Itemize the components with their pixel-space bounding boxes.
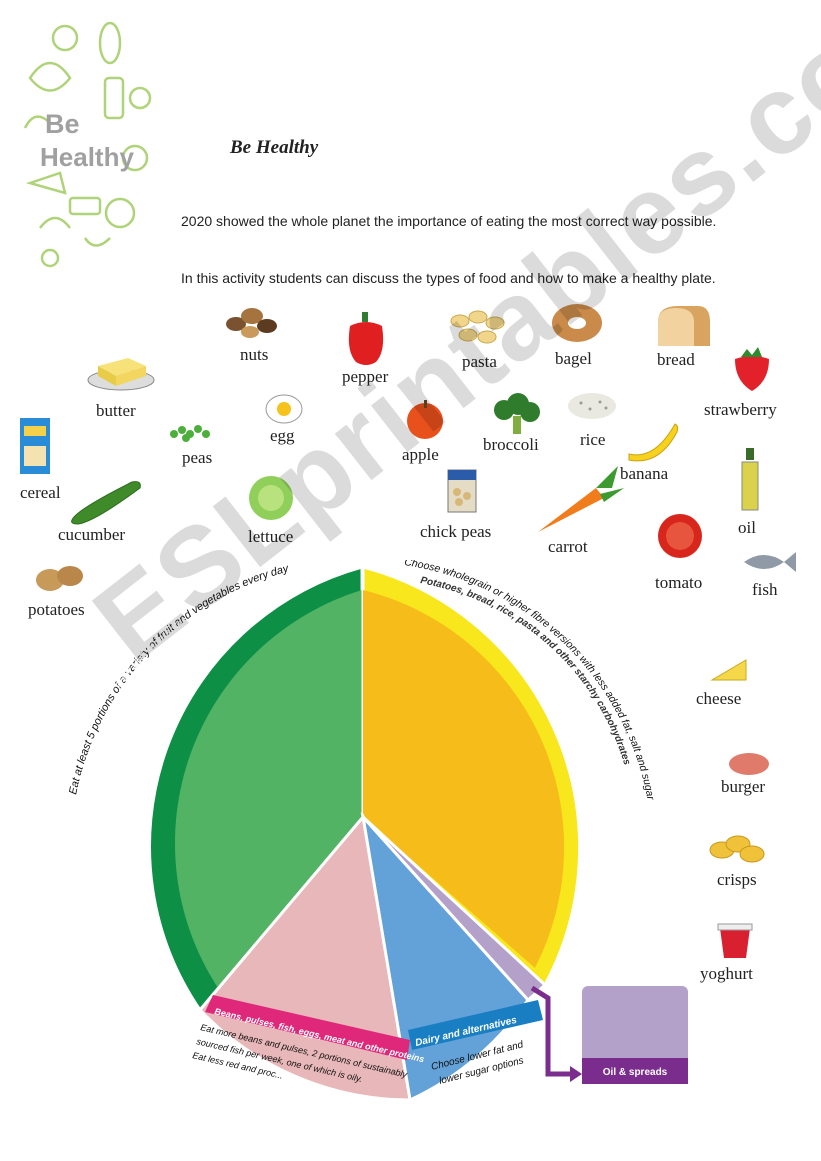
- label-oil: oil: [738, 518, 756, 537]
- label-peas: peas: [182, 448, 213, 467]
- oil-spreads-label: Oil & spreads: [603, 1067, 668, 1078]
- label-bagel: bagel: [555, 349, 592, 368]
- pepper-icon: [348, 312, 384, 365]
- rice-icon: [568, 393, 616, 419]
- label-egg: egg: [270, 426, 295, 445]
- carrot-icon: [538, 466, 624, 532]
- label-potatoes: potatoes: [28, 600, 85, 619]
- label-broccoli: broccoli: [483, 435, 539, 454]
- pasta-icon: [450, 310, 505, 344]
- label-burger: burger: [721, 777, 766, 796]
- logo-text-healthy: Healthy: [40, 142, 134, 172]
- label-fish: fish: [752, 580, 778, 599]
- label-carrot: carrot: [548, 537, 588, 556]
- oil-spreads-box: Oil & spreads: [582, 986, 688, 1084]
- eatwell-plate: Eat at least 5 portions of a variety of …: [67, 560, 657, 1103]
- label-yoghurt: yoghurt: [700, 964, 753, 983]
- bread-icon: [658, 306, 710, 346]
- label-crisps: crisps: [717, 870, 757, 889]
- potatoes-icon: [36, 566, 83, 591]
- butter-icon: [87, 358, 155, 391]
- page-title: Be Healthy: [230, 137, 319, 158]
- apple-icon: [407, 400, 443, 439]
- label-nuts: nuts: [240, 345, 269, 364]
- peas-icon: [170, 425, 210, 442]
- label-lettuce: lettuce: [248, 527, 294, 546]
- label-banana: banana: [620, 464, 669, 483]
- label-pasta: pasta: [462, 352, 497, 371]
- label-pepper: pepper: [342, 367, 389, 386]
- chick-peas-icon: [447, 469, 477, 513]
- intro-paragraph: 2020 showed the whole planet the importa…: [181, 213, 717, 229]
- label-cucumber: cucumber: [58, 525, 126, 544]
- starchy-section: [363, 590, 565, 968]
- bagel-icon: [552, 304, 602, 342]
- lettuce-icon: [249, 476, 293, 520]
- banana-icon: [628, 423, 679, 462]
- tomato-icon: [658, 514, 702, 558]
- crisps-icon: [709, 835, 765, 863]
- label-butter: butter: [96, 401, 136, 420]
- activity-paragraph: In this activity students can discuss th…: [181, 270, 716, 286]
- cereal-icon: [20, 418, 50, 474]
- svg-text:Fruit and vegetables: Fruit and vegetables: [113, 615, 190, 692]
- label-bread: bread: [657, 350, 695, 369]
- label-rice: rice: [580, 430, 606, 449]
- burger-icon: [729, 753, 769, 775]
- logo-text-be: Be: [45, 109, 80, 139]
- label-tomato: tomato: [655, 573, 703, 592]
- strawberry-icon: [735, 347, 769, 391]
- be-healthy-logo: Be Healthy: [23, 21, 152, 268]
- egg-icon: [265, 394, 303, 424]
- yoghurt-icon: [717, 923, 753, 958]
- fish-icon: [744, 552, 796, 572]
- fruit-veg-section: [174, 590, 363, 988]
- cucumber-icon: [71, 481, 141, 525]
- oil-icon: [741, 448, 759, 511]
- broccoli-icon: [494, 393, 540, 434]
- label-apple: apple: [402, 445, 439, 464]
- label-cereal: cereal: [20, 483, 61, 502]
- nuts-icon: [226, 308, 277, 338]
- label-strawberry: strawberry: [704, 400, 777, 419]
- cheese-icon: [710, 659, 747, 681]
- fruit-veg-band-label: Fruit and vegetables: [113, 615, 190, 692]
- label-chick-peas: chick peas: [420, 522, 492, 541]
- label-cheese: cheese: [696, 689, 742, 708]
